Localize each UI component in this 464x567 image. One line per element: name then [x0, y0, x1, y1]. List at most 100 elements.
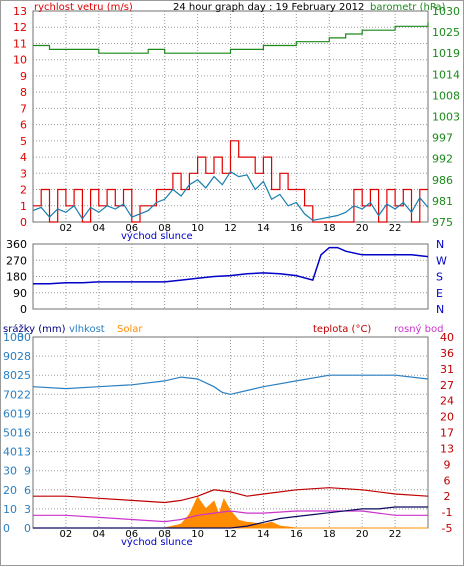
x-tick-label: 02 — [60, 223, 73, 234]
x-tick-label: 12 — [224, 529, 237, 540]
wind-y-tick: 10 — [13, 54, 27, 67]
rain-y-tick: 50 — [3, 427, 17, 440]
direction-y-tick: 360 — [6, 238, 27, 251]
humidity-y-tick: 30 — [17, 331, 31, 344]
wind-y-tick: 12 — [13, 21, 27, 34]
x-tick-label: 04 — [92, 223, 105, 234]
wind-y-tick: 8 — [20, 86, 27, 99]
pressure-line — [33, 22, 429, 54]
humidity-y-tick: 9 — [24, 465, 31, 478]
humidity-y-tick: 0 — [24, 522, 31, 535]
humidity-y-tick: 28 — [17, 350, 31, 363]
x-tick-label: 16 — [290, 529, 303, 540]
humidity-y-tick: 13 — [17, 446, 31, 459]
solar-area — [33, 496, 428, 529]
wind-y-tick: 1 — [20, 200, 27, 213]
humidity-axis-title: vlhkost — [69, 324, 105, 335]
humidity-y-tick: 22 — [17, 388, 31, 401]
x-tick-label: 08 — [158, 529, 171, 540]
humidity-line — [32, 374, 429, 395]
x-tick-label: 18 — [323, 529, 336, 540]
rain-y-tick: 40 — [3, 446, 17, 459]
tick-labels: 0123456789101112139759819869929971003100… — [3, 5, 460, 540]
wind-y-tick: 6 — [20, 119, 27, 132]
pressure-axis-title: barometr (hPa) — [370, 2, 446, 13]
x-tick-label: 14 — [257, 223, 270, 234]
temp-y-tick: 6 — [444, 474, 451, 487]
x-tick-label: 02 — [60, 529, 73, 540]
temp-y-tick: 20 — [440, 411, 454, 424]
x-tick-label: 16 — [290, 223, 303, 234]
temp-y-tick: 31 — [440, 363, 454, 376]
pressure-y-tick: 975 — [432, 216, 453, 229]
x-tick-label: 10 — [191, 529, 204, 540]
x-tick-label: 06 — [125, 529, 138, 540]
pressure-y-tick: 1030 — [432, 5, 460, 18]
rain-y-tick: 0 — [3, 522, 10, 535]
pressure-y-tick: 1008 — [432, 89, 460, 102]
x-tick-label: 20 — [356, 529, 369, 540]
x-tick-label: 22 — [389, 529, 402, 540]
pressure-y-tick: 1014 — [432, 68, 460, 81]
temp-y-tick: 2 — [444, 490, 451, 503]
x-tick-label: 18 — [323, 223, 336, 234]
rain-y-tick: 80 — [3, 369, 17, 382]
pressure-y-tick: 1003 — [432, 111, 460, 124]
direction-y-tick: 270 — [6, 254, 27, 267]
wind-y-tick: 9 — [20, 70, 27, 83]
rain-y-tick: 90 — [3, 350, 17, 363]
rain-y-tick: 100 — [3, 331, 24, 344]
x-tick-label: 04 — [92, 529, 105, 540]
compass-tick: S — [436, 271, 443, 284]
x-tick-label: 20 — [356, 223, 369, 234]
grid-direction — [33, 244, 428, 309]
rain-line — [33, 506, 428, 529]
pressure-y-tick: 981 — [432, 195, 453, 208]
pressure-y-tick: 1019 — [432, 47, 460, 60]
compass-tick: W — [436, 254, 447, 267]
temp-y-tick: -1 — [442, 506, 453, 519]
rain-y-tick: 30 — [3, 465, 17, 478]
x-tick-label: 06 — [125, 223, 138, 234]
wind-y-tick: 3 — [20, 167, 27, 180]
temp-y-tick: 13 — [440, 442, 454, 455]
rain-y-tick: 60 — [3, 407, 17, 420]
compass-tick: N — [436, 303, 444, 316]
x-tick-label: 08 — [158, 223, 171, 234]
temperature-line — [33, 487, 429, 504]
pressure-y-tick: 997 — [432, 132, 453, 145]
series-direction — [33, 246, 429, 285]
temp-y-tick: 40 — [440, 331, 454, 344]
series-wind-pressure — [32, 22, 429, 223]
humidity-y-tick: 25 — [17, 369, 31, 382]
wind-average-line — [32, 170, 429, 222]
temp-y-tick: 27 — [440, 379, 454, 392]
dewpoint-axis-title: rosný bod — [394, 323, 443, 335]
humidity-y-tick: 16 — [17, 427, 31, 440]
sunrise-label-top: východ slunce — [121, 230, 193, 242]
temp-y-tick: 36 — [440, 347, 454, 360]
humidity-y-tick: 3 — [24, 503, 31, 516]
rain-axis-title: srážky (mm) — [3, 323, 66, 335]
wind-y-tick: 2 — [20, 184, 27, 197]
wind-y-tick: 13 — [13, 5, 27, 18]
wind-direction-line — [33, 246, 429, 285]
wind-axis-title: rychlost vetru (m/s) — [34, 2, 133, 13]
rain-y-tick: 10 — [3, 503, 17, 516]
wind-y-tick: 7 — [20, 102, 27, 115]
sunrise-label-bottom: východ slunce — [121, 536, 193, 548]
direction-y-tick: 180 — [6, 271, 27, 284]
direction-y-tick: 90 — [13, 287, 27, 300]
temp-y-tick: 9 — [444, 458, 451, 471]
humidity-y-tick: 6 — [24, 484, 31, 497]
series-humidity-temp — [32, 374, 429, 529]
x-tick-label: 12 — [224, 223, 237, 234]
wind-y-tick: 4 — [20, 151, 27, 164]
temp-y-tick: 24 — [440, 395, 454, 408]
rain-y-tick: 70 — [3, 388, 17, 401]
compass-tick: N — [436, 238, 444, 251]
direction-y-tick: 0 — [20, 303, 27, 316]
temp-y-tick: 17 — [440, 427, 454, 440]
